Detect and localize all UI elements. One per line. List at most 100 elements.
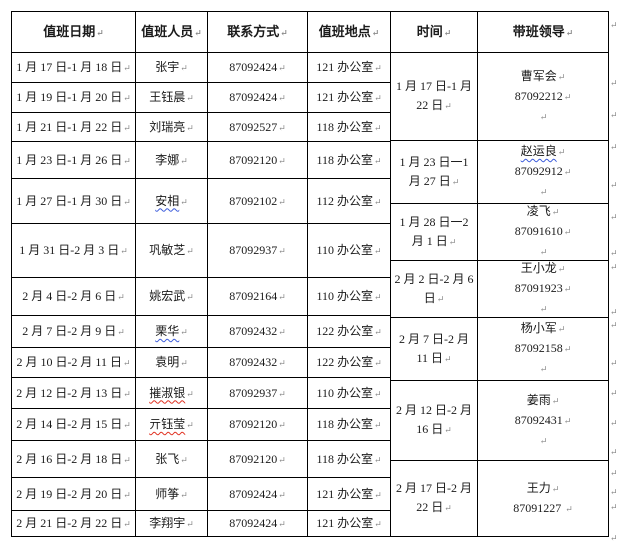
cell-end-mark-icon [539, 431, 548, 451]
row-end-mark-icon [610, 487, 619, 497]
duty-date-cell: 2 月 19 日-2 月 20 日 [12, 478, 136, 511]
contact-cell: 87092164 [208, 278, 308, 316]
time-cell: 1 月 23 日一1 月 27 日 [391, 141, 478, 204]
row-end-mark-icon [610, 307, 619, 317]
table-row: 1 月 23 日-1 月 26 日 李娜 87092120 118 办公室 [12, 142, 391, 179]
duty-date-cell: 1 月 19 日-1 月 20 日 [12, 83, 136, 113]
contact-cell: 87092432 [208, 316, 308, 348]
location-cell: 121 办公室 [308, 511, 391, 536]
table-row: 2 月 21 日-2 月 22 日 李翔宇 87092424 121 办公室 [12, 511, 391, 536]
table-header-row: 值班日期 值班人员 联系方式 值班地点 [12, 12, 391, 53]
time-block: 2 月 17 日-2 月 22 日 王力 87091227 [391, 461, 608, 536]
row-end-mark-icon [610, 180, 619, 190]
location-cell: 121 办公室 [308, 478, 391, 511]
time-cell: 1 月 28 日一2 月 1 日 [391, 204, 478, 261]
duty-person-cell: 张飞 [136, 441, 208, 478]
location-cell: 118 办公室 [308, 113, 391, 142]
duty-person-cell: 栗华 [136, 316, 208, 348]
location-cell: 110 办公室 [308, 224, 391, 278]
cell-end-mark-icon [539, 182, 548, 202]
table-row: 2 月 4 日-2 月 6 日 姚宏武 87092164 110 办公室 [12, 278, 391, 316]
leader-cell: 姜雨 87092431 [478, 381, 608, 461]
duty-date-cell: 2 月 16 日-2 月 18 日 [12, 441, 136, 478]
contact-cell: 87092432 [208, 348, 308, 378]
contact-cell: 87092527 [208, 113, 308, 142]
location-cell: 121 办公室 [308, 53, 391, 83]
duty-date-cell: 2 月 12 日-2 月 13 日 [12, 378, 136, 409]
location-cell: 118 办公室 [308, 409, 391, 441]
time-block: 2 月 2 日-2 月 6 日 王小龙 87091923 [391, 261, 608, 318]
table-header-row-right: 时间 带班领导 [391, 12, 608, 53]
duty-person-cell: 袁明 [136, 348, 208, 378]
duty-person-cell: 师筝 [136, 478, 208, 511]
table-row: 2 月 14 日-2 月 15 日 亓钰莹 87092120 118 办公室 [12, 409, 391, 441]
row-end-mark-icon [610, 142, 619, 152]
cell-end-mark-icon [539, 242, 548, 260]
time-cell: 2 月 2 日-2 月 6 日 [391, 261, 478, 318]
cell-end-mark-icon [539, 107, 548, 127]
cell-end-mark-icon [539, 299, 548, 317]
table-row: 2 月 10 日-2 月 11 日 袁明 87092432 122 办公室 [12, 348, 391, 378]
time-block: 2 月 12 日-2 月 16 日 姜雨 87092431 [391, 381, 608, 461]
duty-date-cell: 1 月 27 日-1 月 30 日 [12, 179, 136, 224]
time-block: 1 月 17 日-1 月 22 日 曹军会 87092212 [391, 53, 608, 141]
duty-person-cell: 李翔宇 [136, 511, 208, 536]
row-end-mark-icon [610, 502, 619, 512]
leader-cell: 赵运良 87092912 [478, 141, 608, 204]
row-end-mark-icon [610, 358, 619, 368]
duty-person-cell: 亓钰莹 [136, 409, 208, 441]
cell-end-mark-icon [539, 359, 548, 379]
table-row: 1 月 21 日-1 月 22 日 刘瑞亮 87092527 118 办公室 [12, 113, 391, 142]
duty-schedule-table: 值班日期 值班人员 联系方式 值班地点 1 月 17 日-1 月 18 日 张宇… [11, 11, 609, 537]
table-row: 2 月 16 日-2 月 18 日 张飞 87092120 118 办公室 [12, 441, 391, 478]
duty-date-cell: 2 月 7 日-2 月 9 日 [12, 316, 136, 348]
time-cell: 2 月 7 日-2 月 11 日 [391, 318, 478, 381]
leader-cell: 王力 87091227 [478, 461, 608, 536]
contact-cell: 87092424 [208, 83, 308, 113]
duty-date-cell: 2 月 4 日-2 月 6 日 [12, 278, 136, 316]
time-cell: 1 月 17 日-1 月 22 日 [391, 53, 478, 141]
contact-cell: 87092120 [208, 142, 308, 179]
contact-cell: 87092120 [208, 409, 308, 441]
row-end-mark-icon [610, 262, 619, 272]
leader-cell: 凌飞 87091610 [478, 204, 608, 261]
table-row: 1 月 19 日-1 月 20 日 王钰晨 87092424 121 办公室 [12, 83, 391, 113]
row-end-mark-icon [610, 78, 619, 88]
table-left-section: 值班日期 值班人员 联系方式 值班地点 1 月 17 日-1 月 18 日 张宇… [12, 12, 391, 536]
leader-cell: 王小龙 87091923 [478, 261, 608, 318]
location-cell: 122 办公室 [308, 316, 391, 348]
contact-cell: 87092424 [208, 478, 308, 511]
header-duty-person: 值班人员 [136, 12, 208, 53]
location-cell: 122 办公室 [308, 348, 391, 378]
table-row: 1 月 17 日-1 月 18 日 张宇 87092424 121 办公室 [12, 53, 391, 83]
time-block: 1 月 28 日一2 月 1 日 凌飞 87091610 [391, 204, 608, 261]
location-cell: 110 办公室 [308, 378, 391, 409]
duty-date-cell: 2 月 21 日-2 月 22 日 [12, 511, 136, 536]
contact-cell: 87092937 [208, 224, 308, 278]
contact-cell: 87092424 [208, 53, 308, 83]
duty-person-cell: 姚宏武 [136, 278, 208, 316]
location-cell: 118 办公室 [308, 441, 391, 478]
contact-cell: 87092424 [208, 511, 308, 536]
row-end-mark-icon [610, 110, 619, 120]
duty-person-cell: 巩敏芝 [136, 224, 208, 278]
table-right-section: 时间 带班领导 1 月 17 日-1 月 22 日 曹军会 87092212 1… [391, 12, 608, 536]
header-duty-location: 值班地点 [308, 12, 391, 53]
duty-date-cell: 1 月 23 日-1 月 26 日 [12, 142, 136, 179]
table-row: 2 月 19 日-2 月 20 日 师筝 87092424 121 办公室 [12, 478, 391, 511]
duty-date-cell: 2 月 14 日-2 月 15 日 [12, 409, 136, 441]
duty-person-cell: 王钰晨 [136, 83, 208, 113]
duty-person-cell: 安相 [136, 179, 208, 224]
duty-person-cell: 张宇 [136, 53, 208, 83]
duty-date-cell: 1 月 21 日-1 月 22 日 [12, 113, 136, 142]
leader-cell: 曹军会 87092212 [478, 53, 608, 141]
row-end-mark-icon [610, 533, 619, 543]
duty-person-cell: 摧淑银 [136, 378, 208, 409]
table-row: 1 月 31 日-2 月 3 日 巩敏芝 87092937 110 办公室 [12, 224, 391, 278]
duty-person-cell: 李娜 [136, 142, 208, 179]
contact-cell: 87092102 [208, 179, 308, 224]
time-cell: 2 月 17 日-2 月 22 日 [391, 461, 478, 536]
time-cell: 2 月 12 日-2 月 16 日 [391, 381, 478, 461]
time-block: 2 月 7 日-2 月 11 日 杨小军 87092158 [391, 318, 608, 381]
location-cell: 121 办公室 [308, 83, 391, 113]
